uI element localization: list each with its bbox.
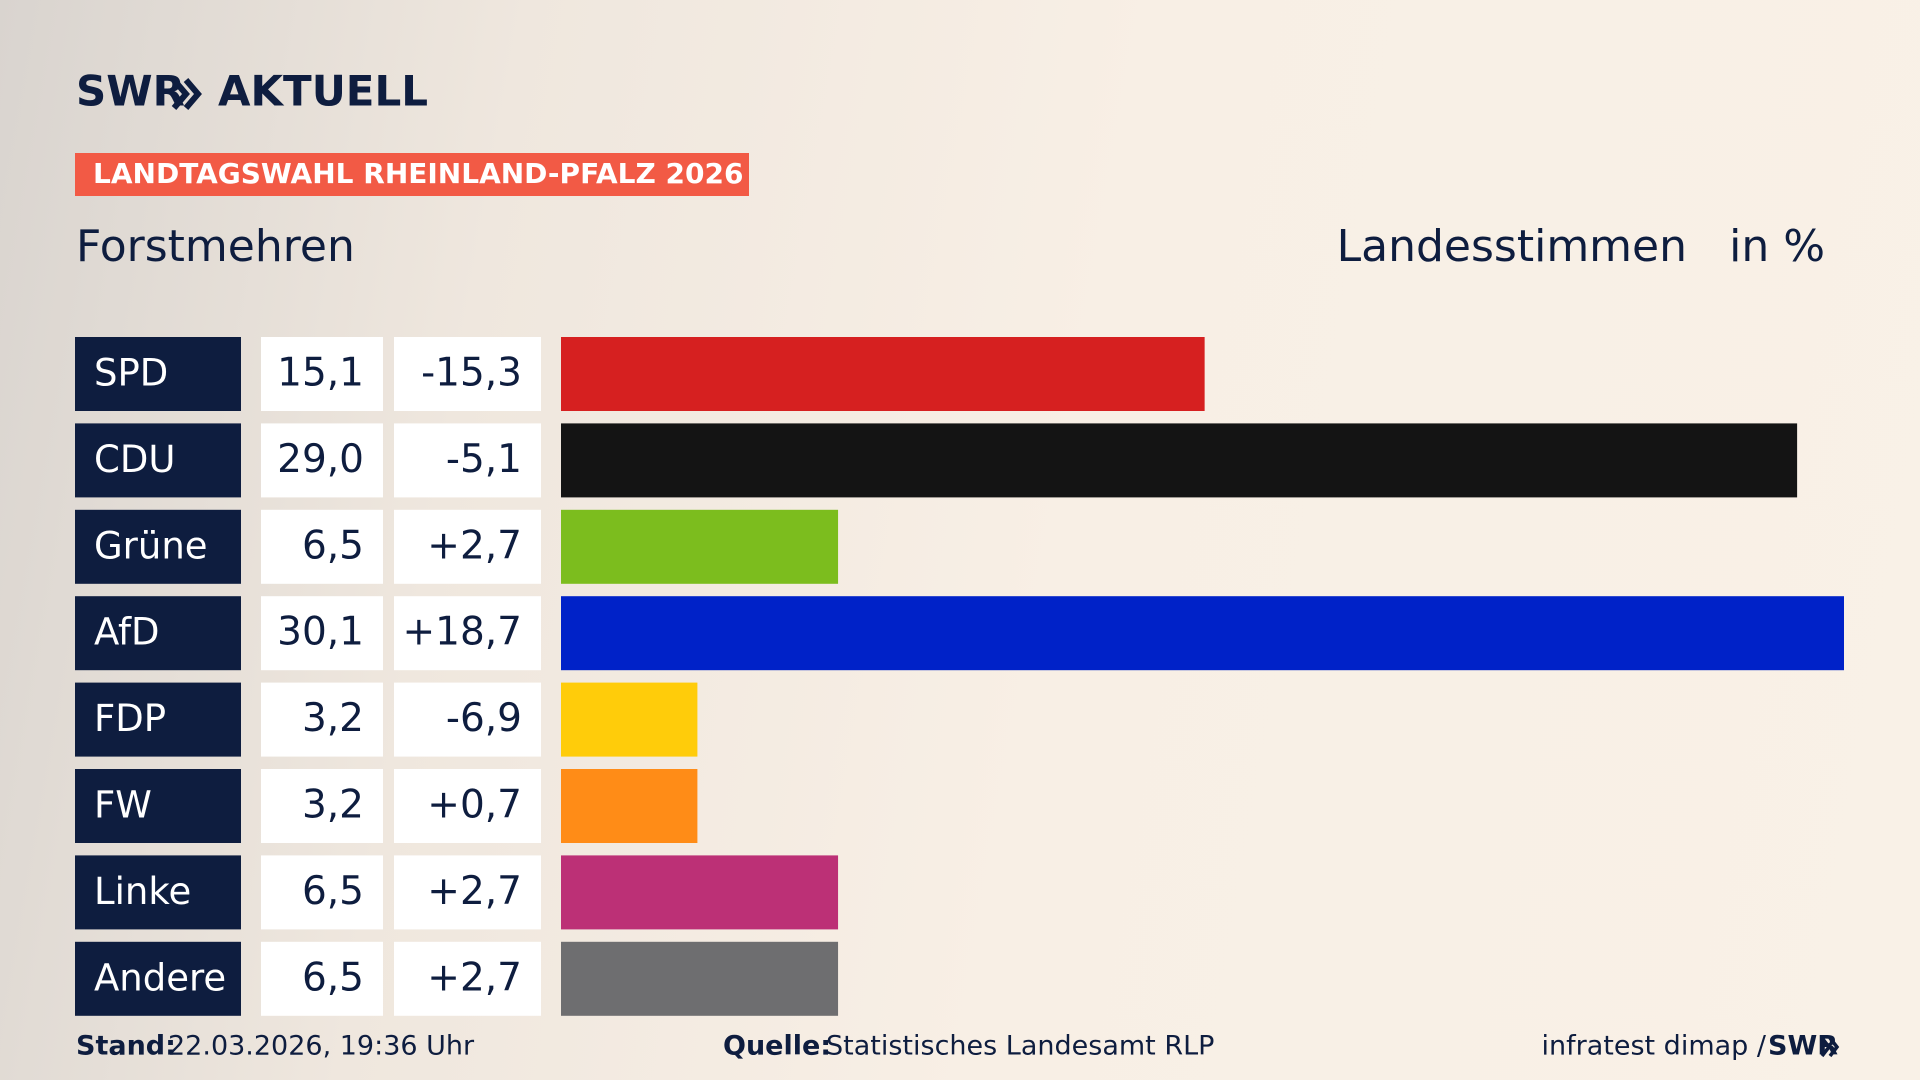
- bar: [561, 337, 1205, 411]
- bar: [561, 941, 839, 1016]
- category-label: Grüne: [94, 524, 208, 567]
- bar: [561, 596, 1844, 671]
- value-box: [261, 682, 383, 757]
- value-label: 29,0: [277, 437, 364, 482]
- name-box: [75, 509, 241, 584]
- change-label: -5,1: [446, 437, 522, 482]
- value-label: 30,1: [277, 610, 364, 655]
- tag-box: [75, 153, 749, 196]
- source: Statistisches Landesamt RLP: [826, 1031, 1214, 1062]
- category-label: AfD: [94, 611, 160, 654]
- value-label: 3,2: [302, 783, 364, 828]
- stand: 22.03.2026, 19:36 Uhr: [168, 1031, 475, 1062]
- name-box: [75, 682, 241, 757]
- bar: [561, 682, 698, 757]
- value-box: [261, 337, 383, 411]
- change-label: +2,7: [427, 523, 522, 568]
- value-label: 15,1: [277, 351, 364, 396]
- category-label: Andere: [94, 956, 226, 999]
- category-label: FDP: [94, 697, 166, 740]
- unit: in %: [1729, 221, 1825, 272]
- change-label: -6,9: [446, 696, 522, 741]
- bar: [561, 423, 1798, 498]
- name-box: [75, 855, 241, 930]
- bar: [561, 509, 839, 584]
- name-box: [75, 941, 241, 1016]
- change-label: -15,3: [421, 351, 522, 396]
- change-box: [394, 337, 541, 411]
- value-box: [261, 596, 383, 671]
- value-box: [261, 423, 383, 498]
- value-box: [261, 855, 383, 930]
- value-label: 6,5: [302, 523, 364, 568]
- tag: LANDTAGSWAHL RHEINLAND-PFALZ 2026: [93, 157, 743, 190]
- value-label: 3,2: [302, 696, 364, 741]
- value-label: 6,5: [302, 955, 364, 1000]
- rows: SPD 15,1 -15,3 CDU 29,0 -5,1 Grüne 6,5 +2,7 AfD 30…: [75, 337, 1844, 1016]
- subtitle: Landesstimmen: [1337, 221, 1687, 272]
- value-box: [261, 769, 383, 843]
- change-label: +0,7: [427, 783, 522, 828]
- bar: [561, 855, 839, 930]
- value-box: [261, 509, 383, 584]
- chart-title: Forstmehren: [76, 221, 355, 272]
- value-box: [261, 941, 383, 1016]
- change-box: [394, 423, 541, 498]
- credit-chevrons: [1820, 1036, 1840, 1058]
- category-label: SPD: [94, 352, 168, 395]
- change-box: [394, 596, 541, 671]
- logo-chevrons: [171, 78, 202, 110]
- bar: [561, 769, 698, 843]
- name-box: [75, 337, 241, 411]
- change-box: [394, 769, 541, 843]
- category-label: CDU: [94, 438, 175, 481]
- change-label: +2,7: [427, 955, 522, 1000]
- stand-label: Stand:: [76, 1031, 176, 1062]
- logo-name: AKTUELL: [218, 67, 428, 116]
- name-box: [75, 596, 241, 671]
- category-label: FW: [94, 784, 152, 827]
- change-label: +18,7: [402, 610, 522, 655]
- change-box: [394, 682, 541, 757]
- credit: infratest dimap /: [1541, 1031, 1766, 1062]
- change-box: [394, 855, 541, 930]
- logo: SWR: [76, 67, 185, 116]
- category-label: Linke: [94, 870, 191, 913]
- name-box: [75, 769, 241, 843]
- source-label: Quelle:: [723, 1031, 831, 1062]
- name-box: [75, 423, 241, 498]
- change-box: [394, 509, 541, 584]
- change-label: +2,7: [427, 869, 522, 914]
- change-box: [394, 941, 541, 1016]
- value-label: 6,5: [302, 869, 364, 914]
